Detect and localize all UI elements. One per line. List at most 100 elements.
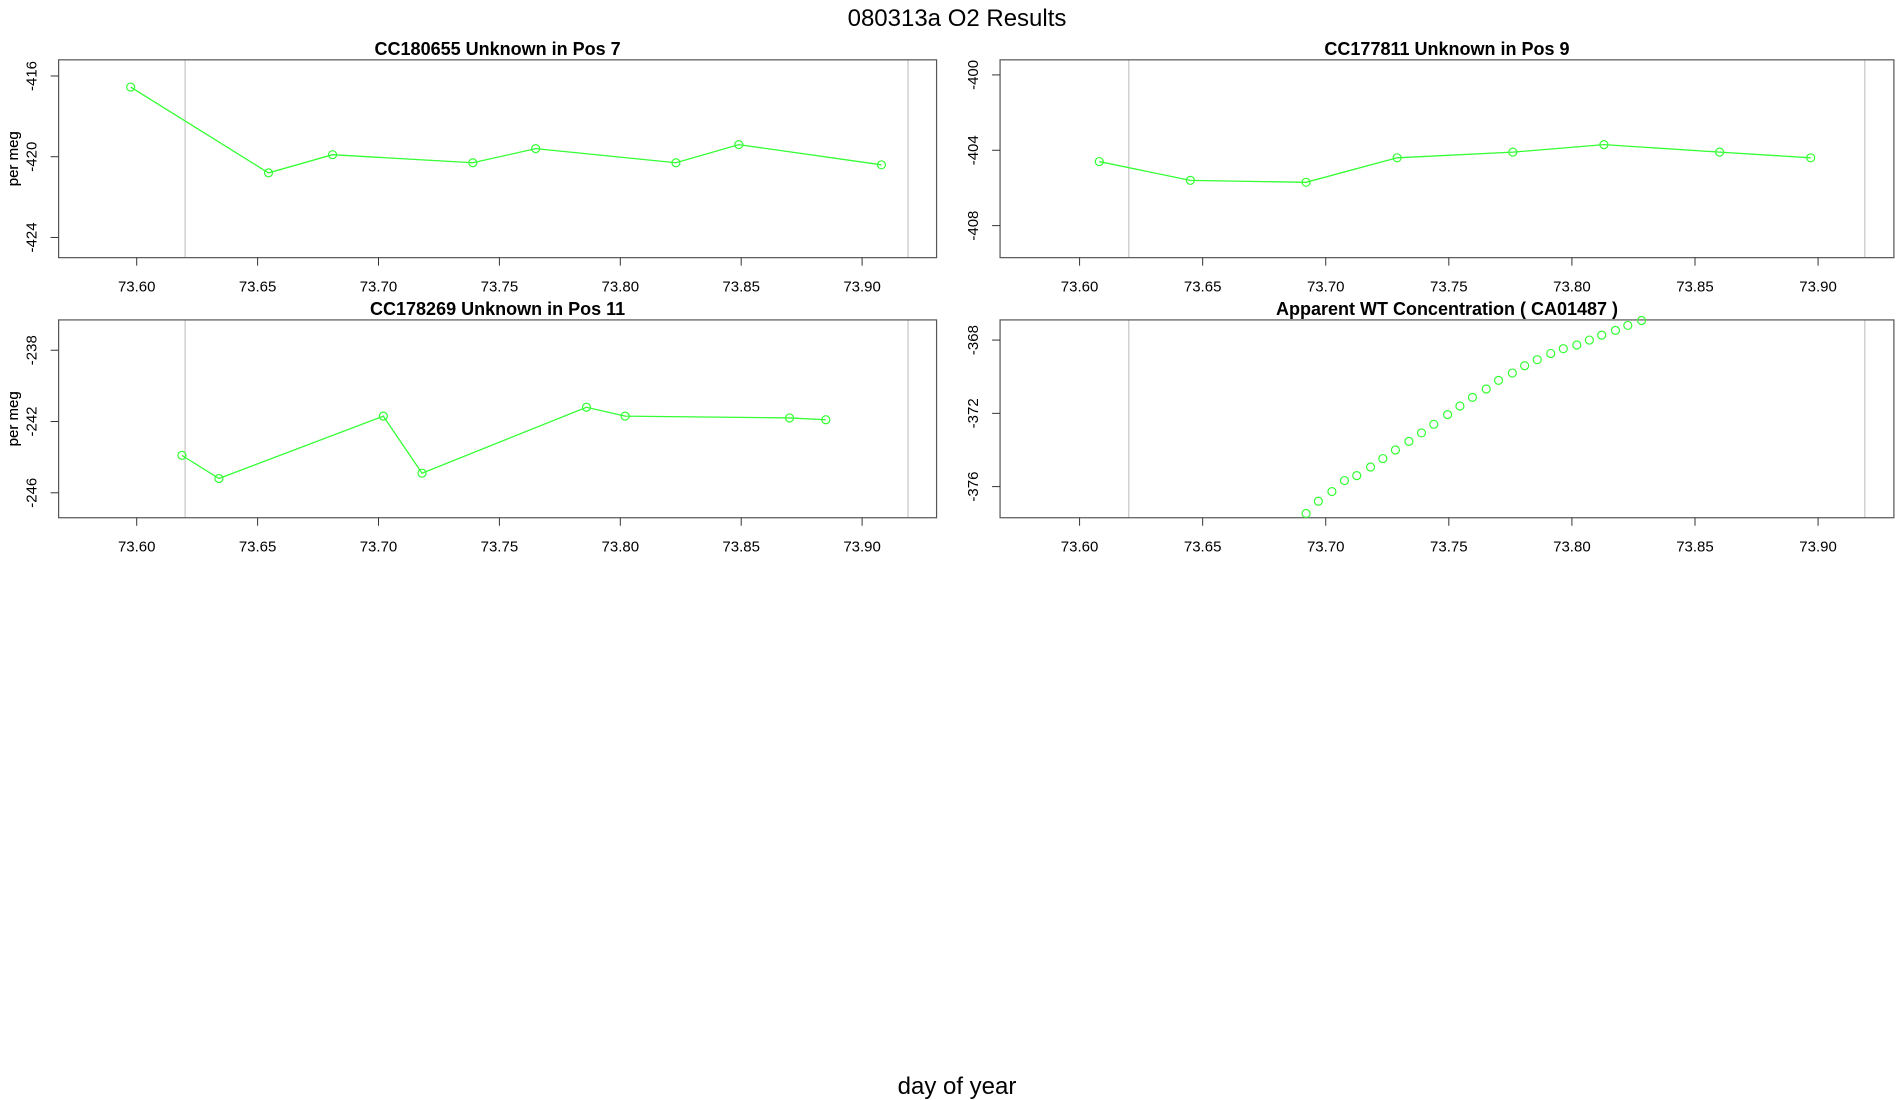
y-tick-label: -242 xyxy=(24,406,41,436)
data-point xyxy=(1339,475,1350,486)
data-point xyxy=(784,413,795,423)
y-tick-label: -368 xyxy=(965,325,982,355)
x-tick-label: 73.85 xyxy=(1676,539,1714,556)
data-point xyxy=(1715,147,1725,157)
data-point xyxy=(876,160,887,170)
x-tick-label: 73.90 xyxy=(843,279,881,296)
data-point xyxy=(1442,410,1453,420)
y-tick-label: -416 xyxy=(24,61,41,91)
panel: CC177811 Unknown in Pos 9 per meg 73.60 73.… xyxy=(5,39,1895,296)
panel: Apparent WT Concentration ( CA01487 ) per… xyxy=(5,299,1895,556)
x-tick-label: 73.60 xyxy=(118,279,156,296)
data-point xyxy=(1507,368,1517,378)
x-tick-label: 73.85 xyxy=(1676,279,1714,296)
y-axis-label: per meg xyxy=(5,131,22,186)
panel-title: CC180655 Unknown in Pos 7 xyxy=(375,39,621,59)
data-point xyxy=(378,411,388,421)
data-point xyxy=(1493,375,1504,385)
x-tick-label: 73.80 xyxy=(1553,539,1591,556)
x-tick-label: 73.70 xyxy=(1307,539,1345,556)
x-tick-label: 73.70 xyxy=(1307,279,1345,296)
plot-frame xyxy=(999,319,1895,519)
data-point xyxy=(1623,320,1633,331)
y-tick-label: -246 xyxy=(24,478,41,508)
panel: CC180655 Unknown in Pos 7 per meg 73.60 73.… xyxy=(5,39,938,296)
data-point xyxy=(1416,428,1427,438)
y-axis-label: per meg xyxy=(5,391,22,446)
figure-title: 080313a O2 Results xyxy=(848,5,1067,32)
y-tick-label: -404 xyxy=(965,135,982,165)
data-point xyxy=(1584,335,1594,345)
x-tick-label: 73.90 xyxy=(1799,539,1837,556)
plot-frame xyxy=(999,59,1895,259)
data-line xyxy=(181,406,826,480)
y-axis-label: per meg xyxy=(5,391,22,446)
data-point xyxy=(1610,325,1621,335)
x-tick-label: 73.85 xyxy=(722,279,760,296)
plot-area xyxy=(1094,140,1816,187)
panel-title: CC177811 Unknown in Pos 9 xyxy=(1324,39,1569,59)
x-tick-label: 73.65 xyxy=(239,539,277,556)
data-point xyxy=(1546,348,1556,359)
x-tick-label: 73.75 xyxy=(481,539,519,556)
y-tick-label: -372 xyxy=(965,398,982,428)
x-tick-label: 73.75 xyxy=(481,279,519,296)
x-axis-label: day of year xyxy=(898,1073,1017,1100)
y-tick-label: -238 xyxy=(24,335,41,365)
x-tick-label: 73.90 xyxy=(843,539,881,556)
data-line xyxy=(130,86,882,174)
panel: CC178269 Unknown in Pos 11 per meg 73.60 73… xyxy=(5,299,938,556)
x-tick-label: 73.65 xyxy=(1184,279,1222,296)
data-point xyxy=(214,473,224,484)
data-point xyxy=(1455,401,1465,411)
data-point xyxy=(1520,361,1530,371)
data-point xyxy=(1404,436,1414,446)
x-tick-label: 73.80 xyxy=(602,279,640,296)
data-point xyxy=(620,411,630,421)
data-point xyxy=(1558,344,1568,354)
x-tick-label: 73.75 xyxy=(1430,539,1468,556)
x-tick-label: 73.85 xyxy=(722,539,760,556)
x-tick-label: 73.60 xyxy=(1061,539,1099,556)
data-point xyxy=(1806,153,1816,163)
data-point xyxy=(327,150,338,160)
data-point xyxy=(1481,384,1491,394)
data-point xyxy=(1467,392,1478,403)
x-tick-label: 73.80 xyxy=(1553,279,1591,296)
data-point xyxy=(1597,330,1607,340)
data-point xyxy=(126,82,136,92)
data-point xyxy=(671,158,681,168)
y-tick-label: -420 xyxy=(24,142,41,172)
data-point xyxy=(1327,486,1337,497)
data-point xyxy=(1572,340,1582,350)
data-point xyxy=(468,158,478,168)
x-tick-label: 73.70 xyxy=(360,279,398,296)
y-tick-label: -376 xyxy=(965,472,982,502)
panel-title: CC178269 Unknown in Pos 11 xyxy=(370,299,625,319)
x-tick-label: 73.65 xyxy=(239,279,277,296)
data-point xyxy=(1094,156,1104,167)
data-point xyxy=(734,140,744,150)
data-point xyxy=(1185,175,1195,186)
data-point xyxy=(531,144,541,154)
plot-area xyxy=(126,82,887,178)
x-tick-label: 73.65 xyxy=(1184,539,1222,556)
data-point xyxy=(1313,496,1323,506)
data-point xyxy=(1301,508,1311,518)
x-tick-label: 73.60 xyxy=(1061,279,1099,296)
y-axis-label: per meg xyxy=(5,131,22,186)
data-point xyxy=(1365,462,1376,472)
data-point xyxy=(417,468,427,478)
data-point xyxy=(1352,471,1362,481)
x-tick-label: 73.90 xyxy=(1799,279,1837,296)
plot-frame xyxy=(58,319,938,519)
plot-area xyxy=(1301,315,1647,518)
data-point xyxy=(1599,140,1609,150)
data-point xyxy=(1392,153,1402,163)
x-tick-label: 73.80 xyxy=(602,539,640,556)
y-tick-label: -424 xyxy=(24,222,41,252)
data-point xyxy=(1636,315,1647,326)
data-point xyxy=(1429,419,1439,429)
data-point xyxy=(1378,453,1388,464)
